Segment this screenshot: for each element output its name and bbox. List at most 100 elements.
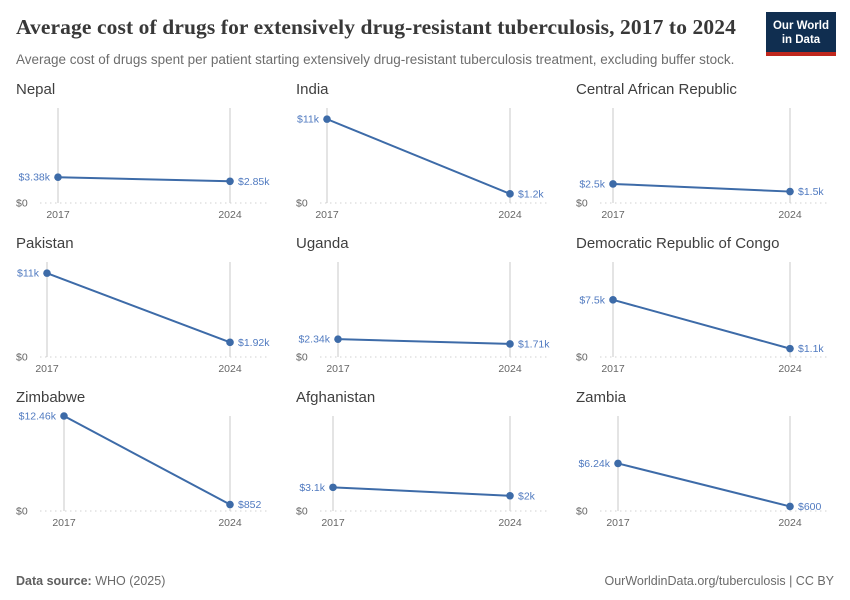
value-label-2017: $7.5k <box>579 294 605 306</box>
panel-chart: $11k $1.2k $0 2017 2024 <box>296 108 550 221</box>
panel-chart: $2.5k $1.5k $0 2017 2024 <box>576 108 830 221</box>
country-panel: Nepal $3.38k $2.85k $0 2017 2024 <box>16 81 274 226</box>
series-line <box>57 176 231 183</box>
panel-chart: $2.34k $1.71k $0 2017 2024 <box>296 262 550 375</box>
value-label-2024: $1.92k <box>238 337 270 349</box>
x-tick-2017: 2017 <box>606 517 630 529</box>
series-line <box>617 462 791 508</box>
x-tick-2017: 2017 <box>46 209 70 221</box>
data-point-2024[interactable] <box>226 177 234 186</box>
panel-title: India <box>296 81 329 99</box>
y-axis-zero-label: $0 <box>576 506 588 518</box>
data-point-2017[interactable] <box>609 180 617 188</box>
value-label-2024: $1.2k <box>518 188 544 200</box>
panel-chart: $3.38k $2.85k $0 2017 2024 <box>16 108 270 221</box>
value-label-2017: $2.34k <box>298 334 330 346</box>
value-label-2017: $6.24k <box>578 458 610 470</box>
series-line <box>337 338 511 346</box>
value-label-2017: $11k <box>297 114 320 126</box>
data-point-2024[interactable] <box>506 340 514 348</box>
value-label-2024: $852 <box>238 499 262 511</box>
panel-chart: $11k $1.92k $0 2017 2024 <box>16 262 270 375</box>
panel-chart: $7.5k $1.1k $0 2017 2024 <box>576 262 830 375</box>
value-label-2024: $600 <box>798 501 822 513</box>
value-label-2024: $1.71k <box>518 339 550 351</box>
x-tick-2017: 2017 <box>326 363 350 375</box>
small-multiples-grid: Nepal $3.38k $2.85k $0 2017 2024 India $11k $1.2… <box>16 81 834 534</box>
owid-logo[interactable]: Our World in Data <box>766 12 836 57</box>
owid-logo-line2: in Data <box>781 34 821 47</box>
x-tick-2024: 2024 <box>778 363 802 375</box>
panel-title: Pakistan <box>16 235 74 253</box>
value-label-2024: $2.85k <box>238 176 270 188</box>
x-tick-2024: 2024 <box>218 363 242 375</box>
data-point-2024[interactable] <box>226 500 234 509</box>
data-point-2024[interactable] <box>226 338 234 347</box>
value-label-2024: $1.1k <box>798 343 824 355</box>
y-axis-zero-label: $0 <box>16 506 28 518</box>
series-line <box>46 272 231 344</box>
x-tick-2024: 2024 <box>498 209 522 221</box>
data-point-2024[interactable] <box>786 502 794 511</box>
value-label-2017: $3.38k <box>18 172 50 184</box>
y-axis-zero-label: $0 <box>296 352 308 364</box>
data-point-2017[interactable] <box>329 483 337 492</box>
value-label-2024: $2k <box>518 490 536 502</box>
data-point-2017[interactable] <box>43 269 51 277</box>
country-panel: Central African Republic $2.5k $1.5k $0 2017… <box>576 81 834 226</box>
x-tick-2017: 2017 <box>315 209 339 221</box>
x-tick-2024: 2024 <box>498 363 522 375</box>
footer-link[interactable]: OurWorldinData.org/tuberculosis | CC BY <box>604 574 835 588</box>
panel-chart: $3.1k $2k $0 2017 2024 <box>296 416 550 529</box>
data-point-2017[interactable] <box>60 412 68 420</box>
data-point-2017[interactable] <box>334 335 342 344</box>
data-point-2024[interactable] <box>506 492 514 500</box>
chart-title: Average cost of drugs for extensively dr… <box>16 15 736 39</box>
series-line <box>332 486 511 497</box>
panel-title: Central African Republic <box>576 81 737 99</box>
country-panel: Zambia $6.24k $600 $0 2017 2024 <box>576 389 834 534</box>
x-tick-2024: 2024 <box>218 209 242 221</box>
country-panel: Uganda $2.34k $1.71k $0 2017 2024 <box>296 235 554 380</box>
x-tick-2017: 2017 <box>321 517 345 529</box>
country-panel: Zimbabwe $12.46k $852 $0 2017 2024 <box>16 389 274 534</box>
country-panel: Pakistan $11k $1.92k $0 2017 2024 <box>16 235 274 380</box>
panel-chart: $6.24k $600 $0 2017 2024 <box>576 416 830 529</box>
data-point-2024[interactable] <box>506 190 514 198</box>
x-tick-2024: 2024 <box>498 517 522 529</box>
value-label-2017: $12.46k <box>19 411 57 423</box>
panel-title: Zambia <box>576 389 627 407</box>
value-label-2017: $2.5k <box>579 179 605 191</box>
x-tick-2024: 2024 <box>218 517 242 529</box>
data-point-2017[interactable] <box>609 296 617 304</box>
data-point-2017[interactable] <box>323 115 331 123</box>
data-point-2024[interactable] <box>786 187 794 196</box>
x-tick-2024: 2024 <box>778 517 802 529</box>
panel-title: Zimbabwe <box>16 389 86 407</box>
x-tick-2017: 2017 <box>52 517 76 529</box>
panel-title: Afghanistan <box>296 389 376 407</box>
y-axis-zero-label: $0 <box>16 198 28 210</box>
chart-footer: Data source: WHO (2025) OurWorldinData.o… <box>16 574 834 588</box>
value-label-2017: $3.1k <box>299 482 325 494</box>
x-tick-2017: 2017 <box>35 363 59 375</box>
owid-logo-line1: Our World <box>772 20 829 32</box>
country-panel: India $11k $1.2k $0 2017 2024 <box>296 81 554 226</box>
data-source-value: WHO (2025) <box>91 574 166 588</box>
data-point-2017[interactable] <box>54 173 62 182</box>
panel-title: Uganda <box>296 235 349 253</box>
panel-chart: $12.46k $852 $0 2017 2024 <box>16 411 270 529</box>
y-axis-zero-label: $0 <box>576 352 588 364</box>
y-axis-zero-label: $0 <box>576 198 588 210</box>
x-tick-2017: 2017 <box>601 363 625 375</box>
y-axis-zero-label: $0 <box>296 506 308 518</box>
y-axis-zero-label: $0 <box>296 198 308 210</box>
series-line <box>326 118 511 195</box>
country-panel: Afghanistan $3.1k $2k $0 2017 2024 <box>296 389 554 534</box>
data-point-2024[interactable] <box>786 344 794 353</box>
series-line <box>612 298 791 350</box>
value-label-2024: $1.5k <box>798 186 824 198</box>
series-line <box>612 183 791 193</box>
data-point-2017[interactable] <box>614 459 622 468</box>
